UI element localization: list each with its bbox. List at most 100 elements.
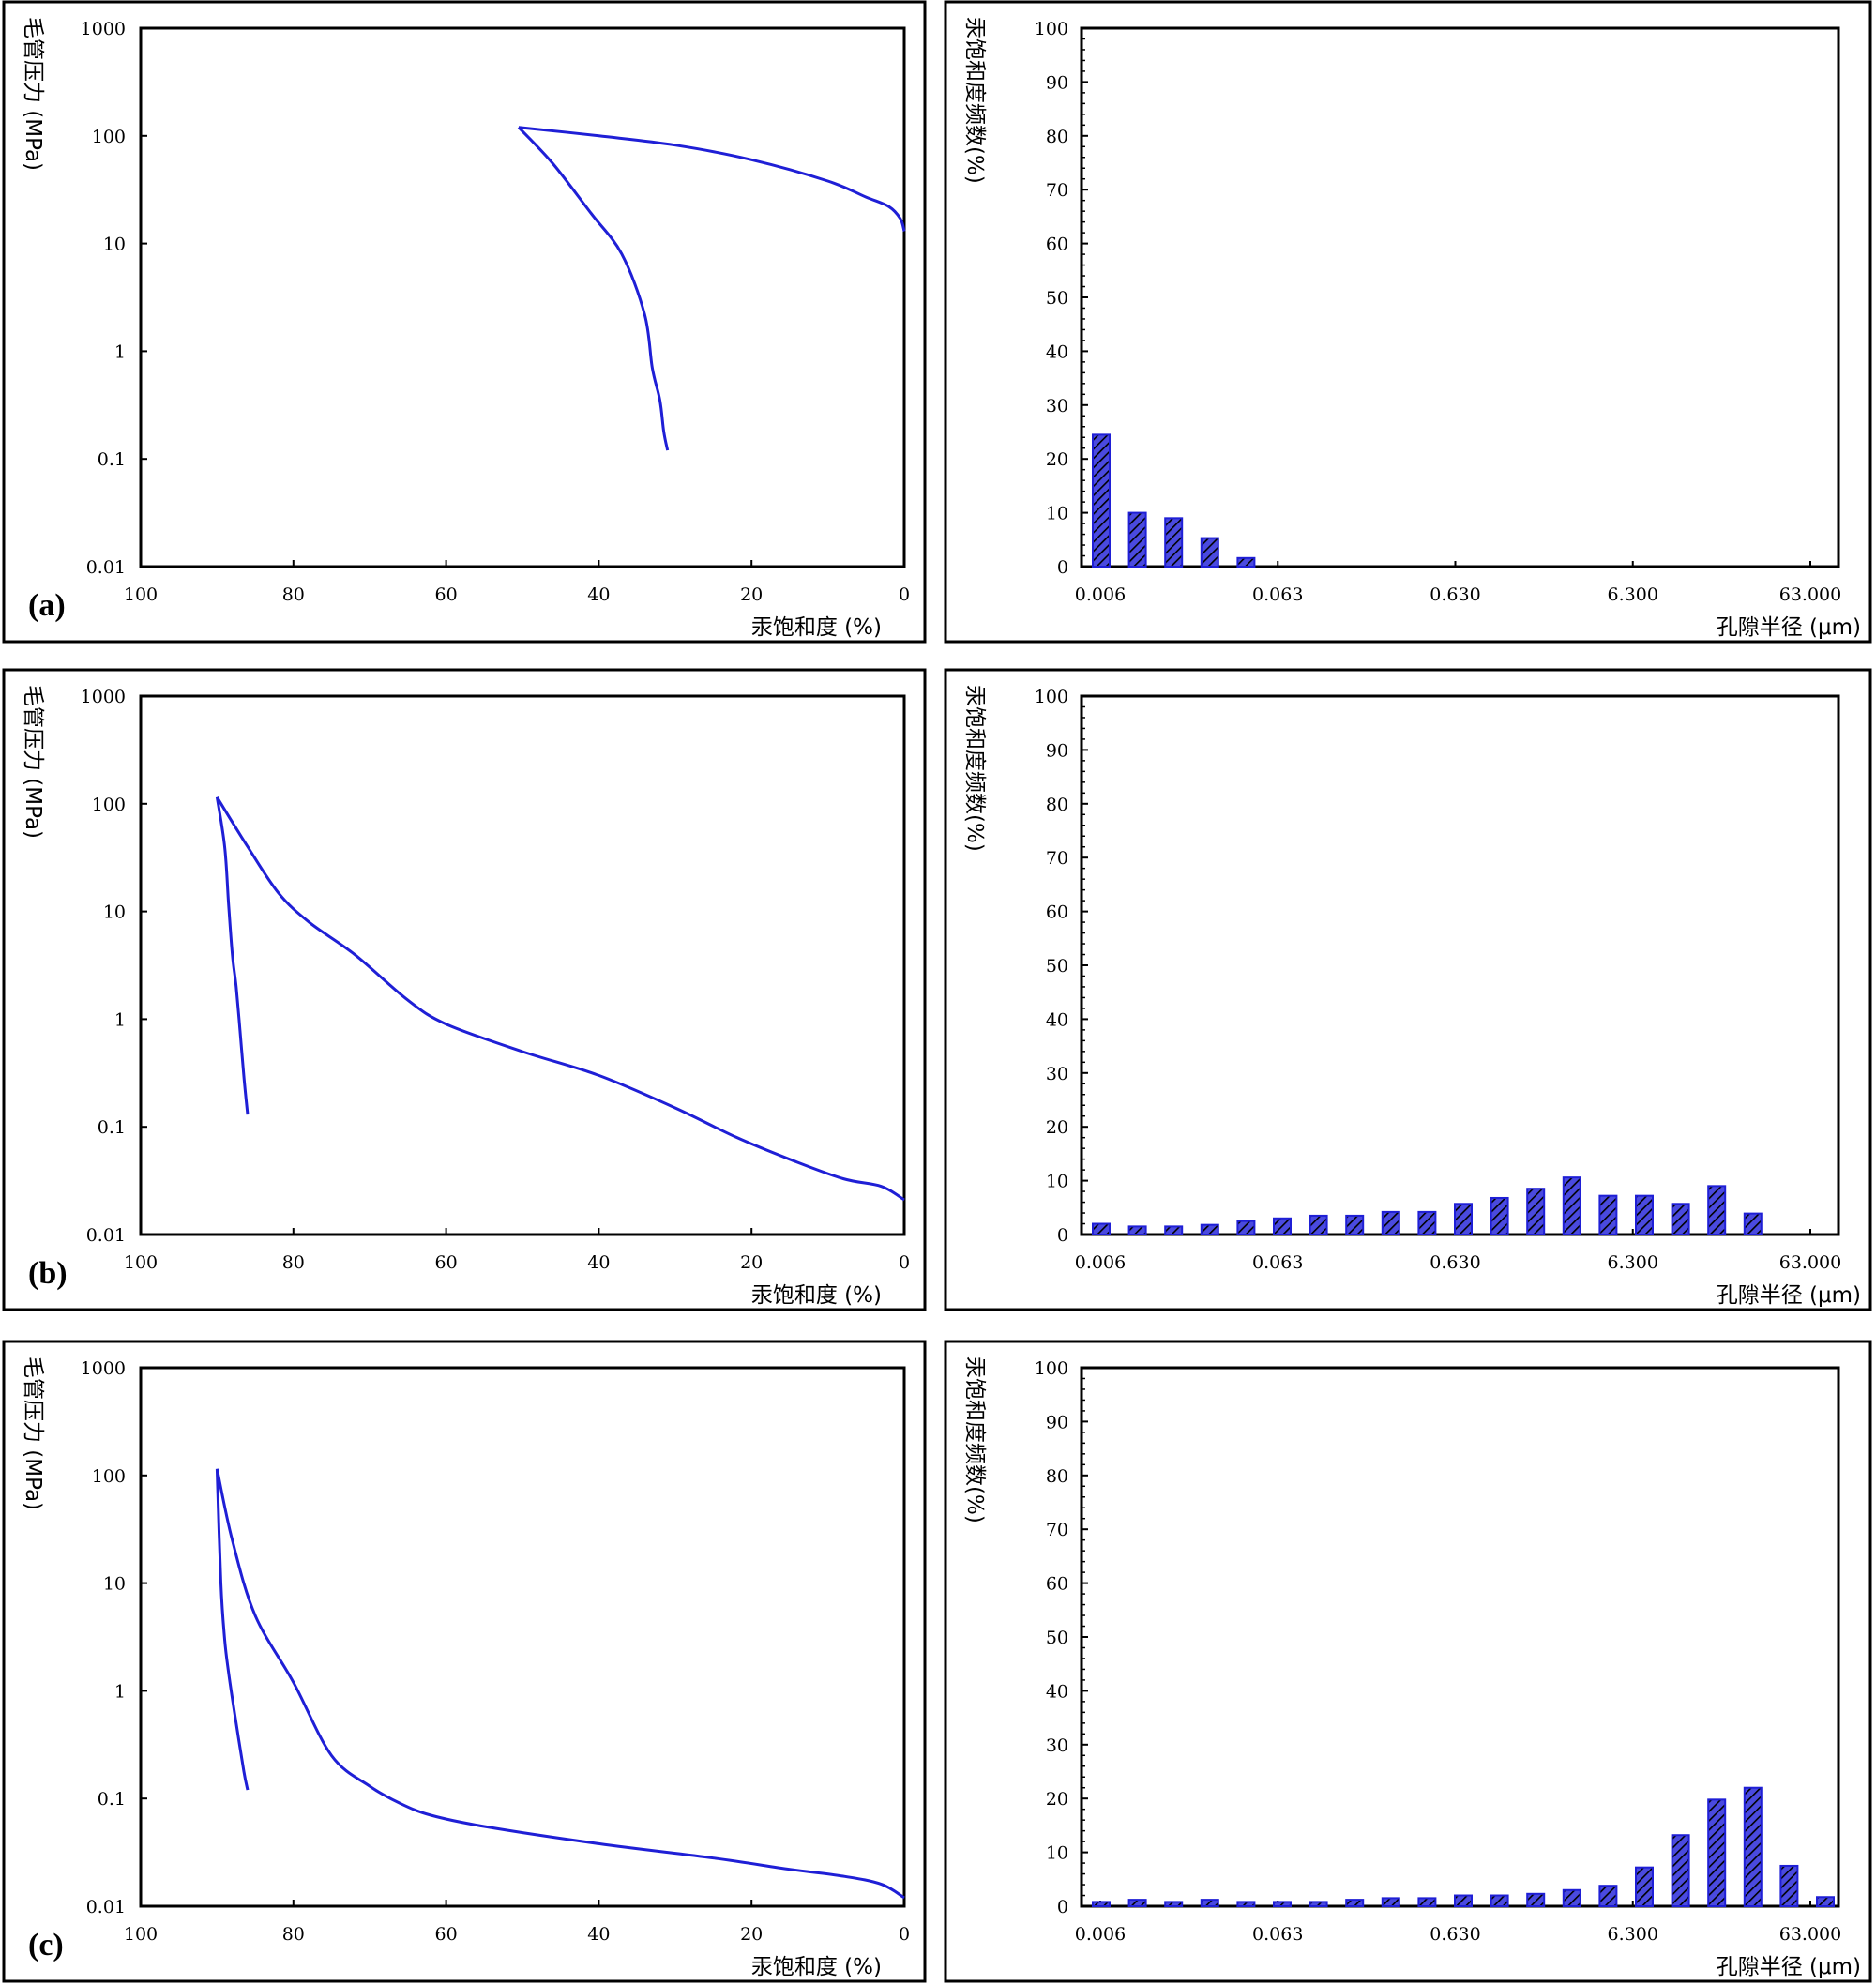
y-tick-label: 10 xyxy=(1046,504,1068,524)
y-tick-label: 50 xyxy=(1046,1628,1068,1648)
x-tick-label: 100 xyxy=(124,584,158,605)
y-axis-label: 毛管压力 (MPa) xyxy=(21,1356,45,1510)
x-tick-label: 0.063 xyxy=(1252,584,1303,605)
plot-area xyxy=(139,26,906,568)
frequency-bar xyxy=(1454,1203,1473,1235)
y-axis-label: 汞饱和度频数(%) xyxy=(962,17,987,184)
y-tick-label: 1 xyxy=(114,341,126,362)
x-tick-label: 63.000 xyxy=(1779,1252,1841,1273)
panel-label: (c) xyxy=(28,1928,64,1962)
y-axis-label: 毛管压力 (MPa) xyxy=(21,685,45,839)
x-tick-label: 63.000 xyxy=(1779,584,1841,605)
injection-curve xyxy=(216,796,905,1202)
x-tick-label: 80 xyxy=(282,1924,305,1945)
x-tick-label: 60 xyxy=(435,584,458,605)
frequency-bar xyxy=(1707,1798,1727,1908)
frequency-bar xyxy=(1127,1899,1147,1908)
x-tick-label: 40 xyxy=(587,1924,610,1945)
y-tick-label: 80 xyxy=(1046,1466,1068,1487)
frequency-bar xyxy=(1127,511,1147,568)
x-tick-label: 60 xyxy=(435,1252,458,1273)
withdrawal-curve xyxy=(215,1468,250,1791)
panel-frame xyxy=(2,0,927,644)
frequency-bar xyxy=(1092,1901,1111,1907)
panel-frame xyxy=(2,668,927,1311)
y-tick-label: 30 xyxy=(1046,1064,1068,1084)
y-tick-label: 1 xyxy=(114,1009,126,1030)
plot-area xyxy=(1080,694,1840,1236)
x-tick-label: 80 xyxy=(282,1252,305,1273)
frequency-bar xyxy=(1417,1897,1437,1908)
y-tick-label: 10 xyxy=(103,235,126,255)
y-tick-label: 100 xyxy=(1035,687,1068,707)
x-tick-label: 0.630 xyxy=(1430,1924,1480,1945)
y-tick-label: 80 xyxy=(1046,127,1068,147)
frequency-bar xyxy=(1743,1786,1763,1907)
y-tick-label: 60 xyxy=(1046,1574,1068,1595)
x-tick-label: 0 xyxy=(899,584,910,605)
withdrawal-curve xyxy=(215,796,250,1115)
x-tick-label: 6.300 xyxy=(1608,1924,1658,1945)
frequency-bar xyxy=(1309,1214,1328,1236)
frequency-bar xyxy=(1743,1212,1763,1236)
x-axis-label: 孔隙半径 (μm) xyxy=(1717,615,1861,640)
panel-label: (a) xyxy=(28,588,66,623)
frequency-bar xyxy=(1381,1897,1400,1908)
frequency-bar xyxy=(1454,1894,1473,1908)
x-axis-label: 汞饱和度 (%) xyxy=(751,1955,882,1979)
y-tick-label: 60 xyxy=(1046,902,1068,923)
frequency-bar xyxy=(1273,1217,1292,1236)
y-tick-label: 100 xyxy=(92,1466,126,1487)
frequency-bar xyxy=(1092,1222,1111,1236)
frequency-bar xyxy=(1236,1220,1256,1236)
frequency-bar xyxy=(1381,1210,1400,1235)
x-tick-label: 40 xyxy=(587,1252,610,1273)
x-tick-label: 0.006 xyxy=(1075,584,1126,605)
y-axis-label: 汞饱和度频数(%) xyxy=(962,685,987,852)
x-tick-label: 0.006 xyxy=(1075,1924,1126,1945)
injection-curve xyxy=(215,1468,905,1900)
y-tick-label: 40 xyxy=(1046,341,1068,362)
y-tick-label: 10 xyxy=(1046,1172,1068,1192)
y-tick-label: 30 xyxy=(1046,396,1068,417)
frequency-bar xyxy=(1200,537,1219,568)
panel-frame xyxy=(944,1340,1872,1983)
frequency-bar xyxy=(1164,1225,1184,1236)
panel-frame xyxy=(944,0,1872,644)
frequency-bar xyxy=(1598,1194,1618,1235)
panel-frame xyxy=(2,1340,927,1983)
x-axis-label: 汞饱和度 (%) xyxy=(751,1283,882,1308)
y-tick-label: 20 xyxy=(1046,1789,1068,1810)
x-tick-label: 0.063 xyxy=(1252,1252,1303,1273)
y-tick-label: 10 xyxy=(1046,1843,1068,1864)
frequency-bar xyxy=(1779,1864,1799,1907)
y-tick-label: 100 xyxy=(92,127,126,147)
frequency-bar xyxy=(1345,1214,1365,1236)
x-axis-label: 孔隙半径 (μm) xyxy=(1717,1955,1861,1979)
y-axis-label: 毛管压力 (MPa) xyxy=(21,17,45,171)
y-tick-label: 0.1 xyxy=(98,1789,126,1810)
x-tick-label: 0.630 xyxy=(1430,1252,1480,1273)
frequency-bar xyxy=(1635,1866,1654,1907)
y-tick-label: 90 xyxy=(1046,1412,1068,1432)
x-tick-label: 20 xyxy=(740,584,763,605)
frequency-bar xyxy=(1309,1901,1328,1907)
y-tick-label: 30 xyxy=(1046,1735,1068,1756)
y-tick-label: 60 xyxy=(1046,235,1068,255)
frequency-bar xyxy=(1345,1899,1365,1908)
x-tick-label: 0.006 xyxy=(1075,1252,1126,1273)
x-tick-label: 6.300 xyxy=(1608,584,1658,605)
y-tick-label: 0.1 xyxy=(98,449,126,470)
y-tick-label: 80 xyxy=(1046,795,1068,815)
y-tick-label: 40 xyxy=(1046,1681,1068,1702)
y-tick-label: 0 xyxy=(1057,557,1068,578)
panel-frame xyxy=(944,668,1872,1311)
y-tick-label: 0 xyxy=(1057,1225,1068,1246)
plot-area xyxy=(1080,26,1840,568)
y-axis-label: 汞饱和度频数(%) xyxy=(962,1356,987,1523)
y-tick-label: 0.01 xyxy=(86,1897,126,1917)
x-tick-label: 6.300 xyxy=(1608,1252,1658,1273)
y-tick-label: 0.1 xyxy=(98,1117,126,1138)
y-tick-label: 1 xyxy=(114,1681,126,1702)
